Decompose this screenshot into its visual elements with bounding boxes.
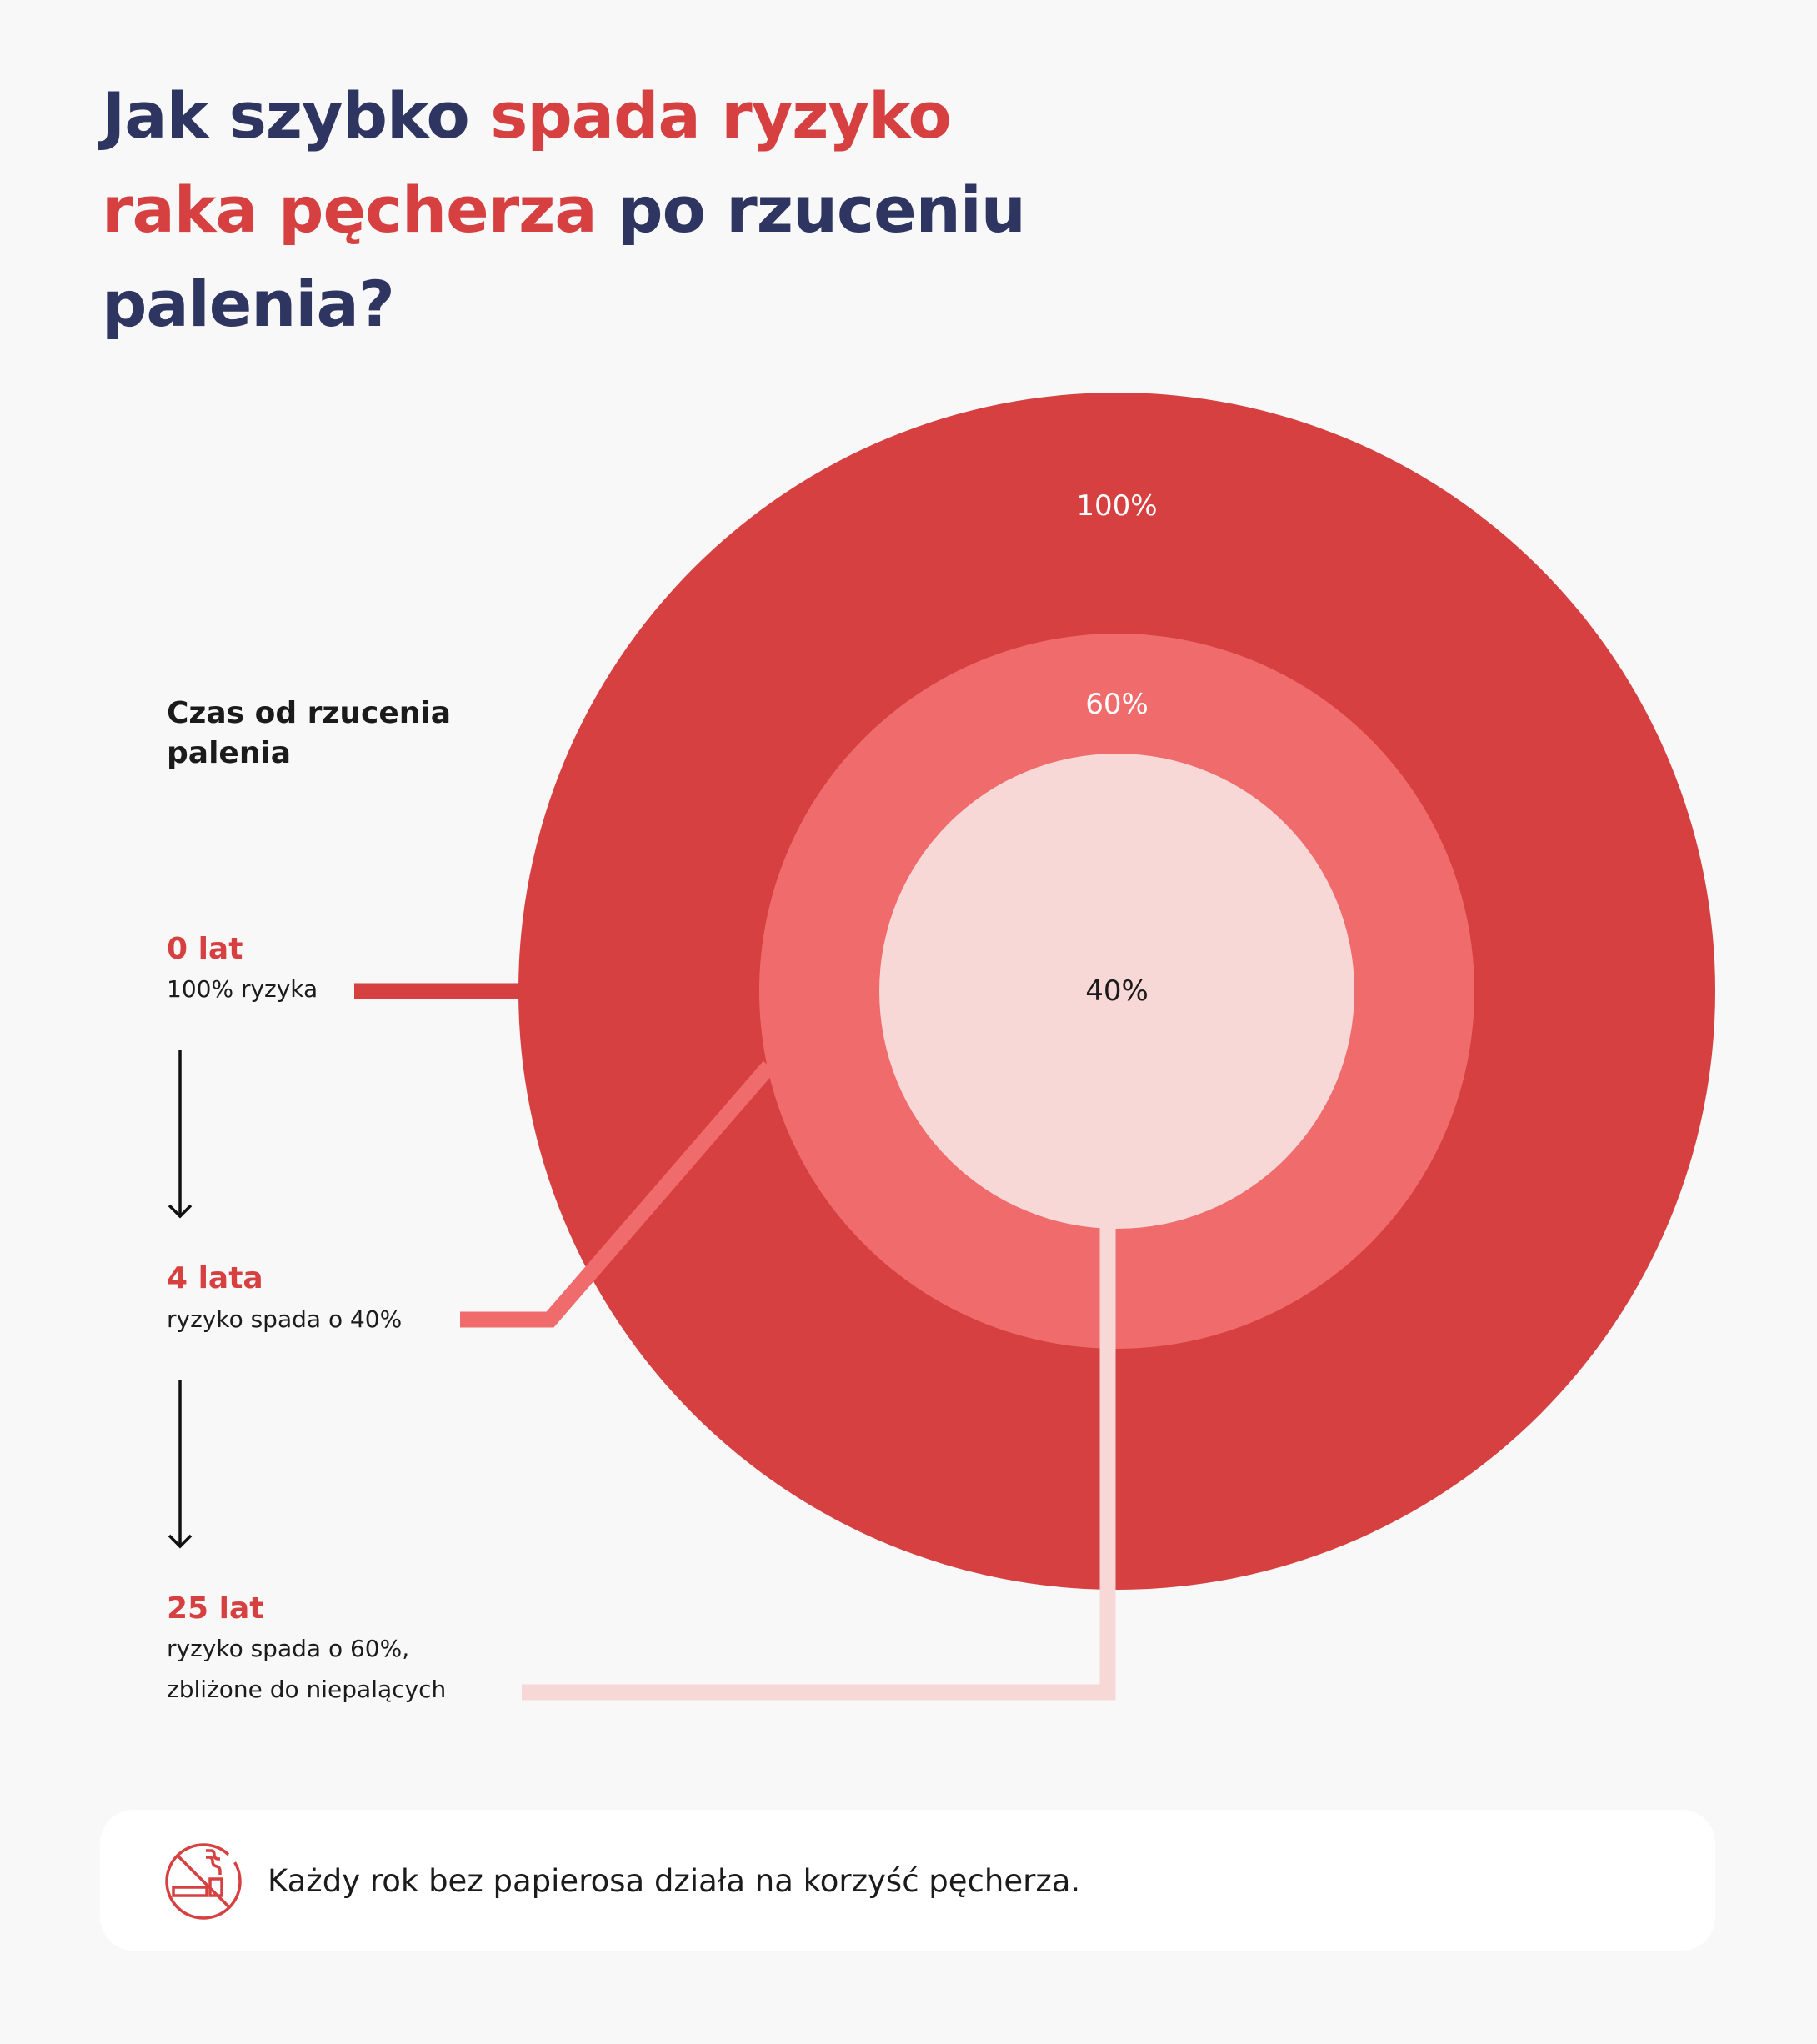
arrow-down-icon (168, 1050, 193, 1219)
connector-4-lata (460, 1060, 776, 1328)
step-desc: zbliżone do niepalących (167, 1676, 447, 1703)
step-title: 4 lata (167, 1261, 263, 1295)
no-smoking-icon (165, 1843, 242, 1920)
step-title: 0 lat (167, 932, 243, 966)
footer-note (100, 1810, 1715, 1951)
step-desc: ryzyko spada o 40% (167, 1305, 403, 1333)
step-title: 25 lat (167, 1591, 264, 1626)
outer-circle-label: 100% (1076, 489, 1158, 523)
arrow-down-icon (168, 1380, 193, 1549)
page-title: Jak szybko spada ryzyko raka pęcherza po… (102, 68, 1185, 351)
step-desc: 100% ryzyka (167, 975, 318, 1003)
title-highlight: raka pęcherza (102, 173, 598, 247)
inner-circle-label: 40% (1085, 974, 1149, 1008)
timeline-heading-line: Czas od rzucenia (167, 696, 452, 730)
title-part: po rzuceniu (596, 173, 1026, 247)
footer-text: Każdy rok bez papierosa działa na korzyś… (268, 1863, 1081, 1899)
step-desc: ryzyko spada o 60%, (167, 1635, 410, 1662)
middle-circle-label: 60% (1085, 688, 1149, 721)
connector-25-lat (522, 1228, 1116, 1701)
title-part: Jak szybko (102, 78, 491, 153)
timeline-heading-line: palenia (167, 736, 292, 770)
title-part: palenia? (102, 267, 395, 341)
inner-circle-40 (879, 754, 1354, 1229)
timeline-heading: Czas od rzucenia palenia (167, 694, 451, 774)
title-highlight: spada ryzyko (490, 78, 952, 153)
